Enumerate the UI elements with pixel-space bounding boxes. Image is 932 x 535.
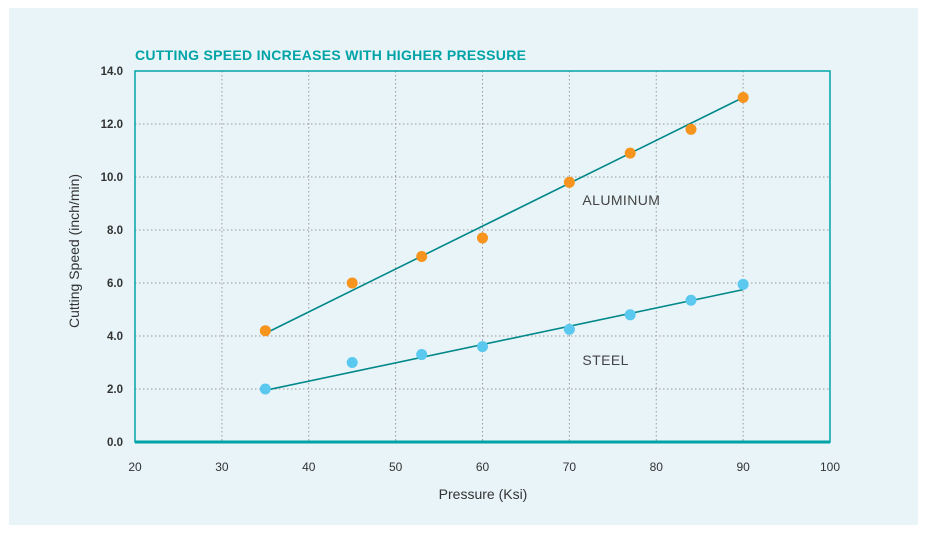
y-tick-label-8.0: 8.0 (107, 225, 123, 237)
point-steel-2 (346, 357, 358, 368)
point-aluminum-2 (346, 277, 358, 289)
x-tick-label-40: 40 (302, 460, 316, 474)
point-steel-8 (737, 278, 749, 290)
x-tick-label-20: 20 (128, 460, 142, 474)
y-tick-label-14.0: 14.0 (101, 66, 123, 78)
series-label-aluminum: ALUMINUM (582, 192, 660, 208)
point-steel-4 (477, 341, 488, 353)
point-steel-6 (624, 309, 636, 321)
point-steel-5 (563, 323, 575, 335)
y-tick-labels: 0.0 2.0 4.0 6.0 8.0 10.0 12.0 14.0 (101, 66, 123, 449)
y-tick-label-0.0: 0.0 (107, 437, 123, 449)
point-steel-7 (685, 294, 697, 306)
x-axis-label: Pressure (Ksi) (439, 486, 528, 502)
x-tick-label-100: 100 (820, 460, 840, 474)
x-tick-label-50: 50 (389, 460, 403, 474)
point-aluminum-8 (737, 92, 749, 103)
point-aluminum-3 (416, 251, 428, 262)
x-tick-label-90: 90 (736, 460, 750, 474)
x-tick-label-70: 70 (563, 460, 577, 474)
data-points (259, 92, 749, 395)
trend-line-aluminum (264, 96, 744, 335)
x-tick-label-80: 80 (650, 460, 664, 474)
point-steel-3 (416, 349, 428, 361)
point-aluminum-5 (563, 176, 575, 188)
trend-lines (264, 96, 744, 392)
y-tick-label-2.0: 2.0 (107, 384, 123, 396)
x-tick-label-30: 30 (215, 460, 229, 474)
y-tick-label-6.0: 6.0 (107, 278, 123, 290)
chart-panel: CUTTING SPEED INCREASES WITH HIGHER PRES… (9, 8, 918, 525)
y-tick-label-12.0: 12.0 (101, 119, 123, 131)
point-aluminum-7 (685, 123, 697, 135)
y-tick-label-4.0: 4.0 (107, 331, 123, 343)
x-tick-labels: 20 30 40 50 60 70 80 90 100 (128, 460, 840, 474)
series-label-steel: STEEL (582, 352, 628, 368)
point-steel-1 (259, 383, 271, 395)
point-aluminum-4 (477, 232, 488, 244)
grid (135, 71, 830, 442)
series-labels: ALUMINUM STEEL (582, 192, 660, 368)
point-aluminum-1 (259, 325, 271, 337)
y-tick-label-10.0: 10.0 (101, 172, 123, 184)
point-aluminum-6 (624, 147, 636, 159)
x-tick-label-60: 60 (476, 460, 490, 474)
chart-title: CUTTING SPEED INCREASES WITH HIGHER PRES… (135, 47, 526, 63)
y-axis-label: Cutting Speed (inch/min) (66, 174, 82, 328)
scatter-chart: CUTTING SPEED INCREASES WITH HIGHER PRES… (66, 47, 840, 502)
trend-line-steel (265, 288, 744, 392)
